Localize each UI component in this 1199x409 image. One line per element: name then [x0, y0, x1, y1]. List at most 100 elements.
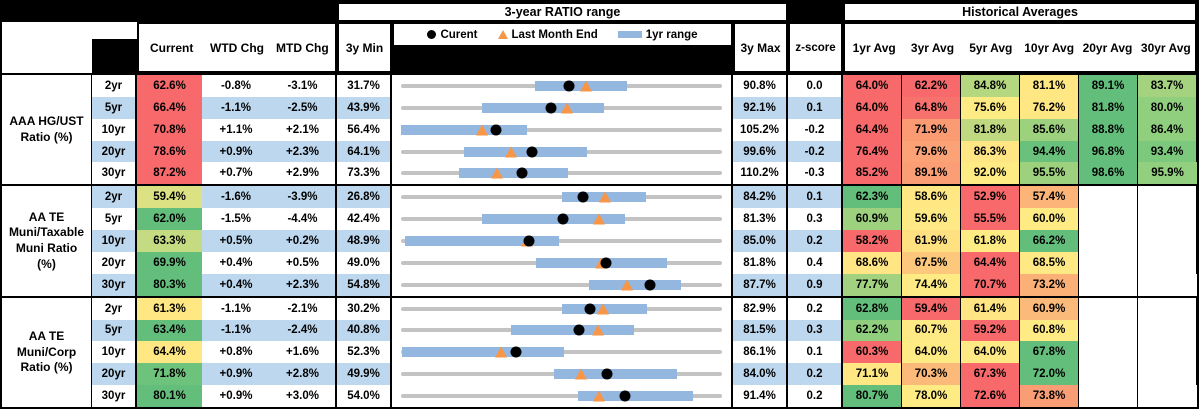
zscore-cell: -0.3 — [788, 162, 843, 185]
historical-averages-headers: 1yr Avg 3yr Avg 5yr Avg 10yr Avg 20yr Avg 30y… — [843, 22, 1197, 73]
range-chart-inner — [401, 141, 722, 163]
current-marker — [584, 303, 596, 315]
hist-avg-cell — [1138, 297, 1197, 320]
range-chart — [392, 341, 733, 364]
current-value-cell: 70.8% — [137, 118, 202, 141]
1yr-range-bar — [481, 102, 605, 113]
legend-item-1yr-range: 1yr range — [617, 29, 698, 41]
ratio-group-1: AA TE Muni/Taxable Muni Ratio (%) 2yr 59.4… — [2, 186, 1197, 298]
last-month-end-marker — [574, 368, 587, 380]
3y-min-cell: 26.8% — [337, 186, 392, 209]
last-month-end-marker — [561, 102, 574, 114]
ratio-group-0: AAA HG/UST Ratio (%) 2yr 62.6% -0.8% -3.1% 31… — [2, 75, 1197, 187]
hist-avg-cell — [1079, 251, 1138, 274]
col-header-3y-max: 3y Max — [733, 22, 788, 73]
group-label-header-spacer — [2, 22, 92, 73]
hist-avg-cell: 64.0% — [902, 341, 961, 364]
hist-avg-cell: 60.7% — [902, 319, 961, 342]
hist-avg-cell: 71.1% — [843, 363, 902, 386]
hist-avg-cell: 81.8% — [1079, 96, 1138, 119]
3y-min-cell: 73.3% — [337, 162, 392, 185]
zscore-cell: 0.2 — [788, 385, 843, 407]
hist-avg-cell — [1079, 273, 1138, 296]
3y-min-cell: 54.0% — [337, 385, 392, 407]
hist-avg-cell — [1138, 363, 1197, 386]
1yr-range-bar — [404, 235, 560, 246]
current-value-cell: 61.3% — [137, 297, 202, 320]
current-marker — [526, 146, 538, 158]
3y-min-cell: 48.9% — [337, 230, 392, 252]
range-chart — [392, 140, 733, 163]
hist-avg-cell: 62.3% — [843, 186, 902, 209]
current-value-cell: 80.3% — [137, 273, 202, 296]
hist-avg-cell: 93.4% — [1138, 140, 1197, 163]
col-header-hist-4: 20yr Avg — [1082, 40, 1133, 55]
hist-avg-cell: 76.2% — [1020, 96, 1079, 119]
range-bar-icon — [617, 31, 642, 38]
3y-max-cell: 81.3% — [733, 208, 788, 231]
range-chart — [392, 297, 733, 320]
range-chart-inner — [401, 208, 722, 230]
group-label: AA TE Muni/Corp Ratio (%) — [2, 297, 92, 407]
zscore-cell: -0.2 — [788, 140, 843, 163]
hist-avg-cell: 67.3% — [961, 363, 1020, 386]
wtd-chg-cell: -1.5% — [220, 213, 252, 226]
range-chart-inner — [401, 298, 722, 320]
zscore-cell: 0.2 — [788, 363, 843, 386]
3y-min-cell: 54.8% — [337, 273, 392, 296]
current-value-cell: 62.0% — [137, 208, 202, 231]
1yr-range-bar — [401, 347, 565, 358]
current-value-cell: 80.1% — [137, 385, 202, 407]
range-chart-inner — [401, 320, 722, 342]
group-label: AAA HG/UST Ratio (%) — [2, 75, 92, 185]
hist-avg-cell — [1079, 230, 1138, 252]
3y-max-cell: 84.0% — [733, 363, 788, 386]
current-marker — [545, 102, 557, 114]
hist-avg-cell: 60.9% — [843, 208, 902, 231]
hist-avg-cell: 73.8% — [1020, 385, 1079, 407]
hist-avg-cell — [1079, 208, 1138, 231]
header-top-spacer — [2, 2, 337, 22]
hist-avg-cell: 61.9% — [902, 230, 961, 252]
3y-min-cell: 40.8% — [337, 319, 392, 342]
range-chart-inner — [401, 162, 722, 184]
range-chart-inner — [401, 75, 722, 97]
hist-avg-cell — [1138, 341, 1197, 364]
range-chart — [392, 186, 733, 209]
zscore-cell: 0.2 — [788, 297, 843, 320]
last-month-end-marker — [494, 346, 507, 358]
tenor-cell: 20yr — [92, 251, 137, 274]
wtd-chg-cell: +0.8% — [219, 346, 253, 359]
hist-avg-cell: 62.8% — [843, 297, 902, 320]
range-chart — [392, 118, 733, 141]
hist-avg-cell: 95.9% — [1138, 162, 1197, 185]
hist-avg-cell: 72.0% — [1020, 363, 1079, 386]
1yr-range-bar — [577, 391, 693, 402]
range-chart — [392, 363, 733, 386]
hist-avg-cell — [1138, 208, 1197, 231]
hist-avg-cell: 60.3% — [843, 341, 902, 364]
hist-avg-cell: 94.4% — [1020, 140, 1079, 163]
tenor-cell: 10yr — [92, 118, 137, 141]
mtd-chg-cell: +1.6% — [270, 341, 337, 364]
last-month-end-marker — [505, 146, 518, 158]
hist-avg-cell: 60.0% — [1020, 208, 1079, 231]
hist-avg-cell — [1079, 297, 1138, 320]
hist-avg-cell — [1079, 341, 1138, 364]
hist-avg-cell — [1138, 273, 1197, 296]
hist-avg-cell: 76.4% — [843, 140, 902, 163]
range-track — [401, 282, 722, 287]
wtd-chg-cell: +0.7% — [219, 167, 253, 180]
hist-avg-cell: 52.9% — [961, 186, 1020, 209]
hist-avg-cell: 55.5% — [961, 208, 1020, 231]
current-value-cell: 71.8% — [137, 363, 202, 386]
hist-avg-cell: 66.2% — [1020, 230, 1079, 252]
current-marker — [516, 167, 528, 179]
col-header-hist-3: 10yr Avg — [1024, 40, 1075, 55]
range-track — [401, 127, 722, 132]
hist-avg-cell — [1079, 319, 1138, 342]
3y-min-cell: 31.7% — [337, 75, 392, 97]
current-value-cell: 87.2% — [137, 162, 202, 185]
current-marker — [601, 368, 613, 380]
